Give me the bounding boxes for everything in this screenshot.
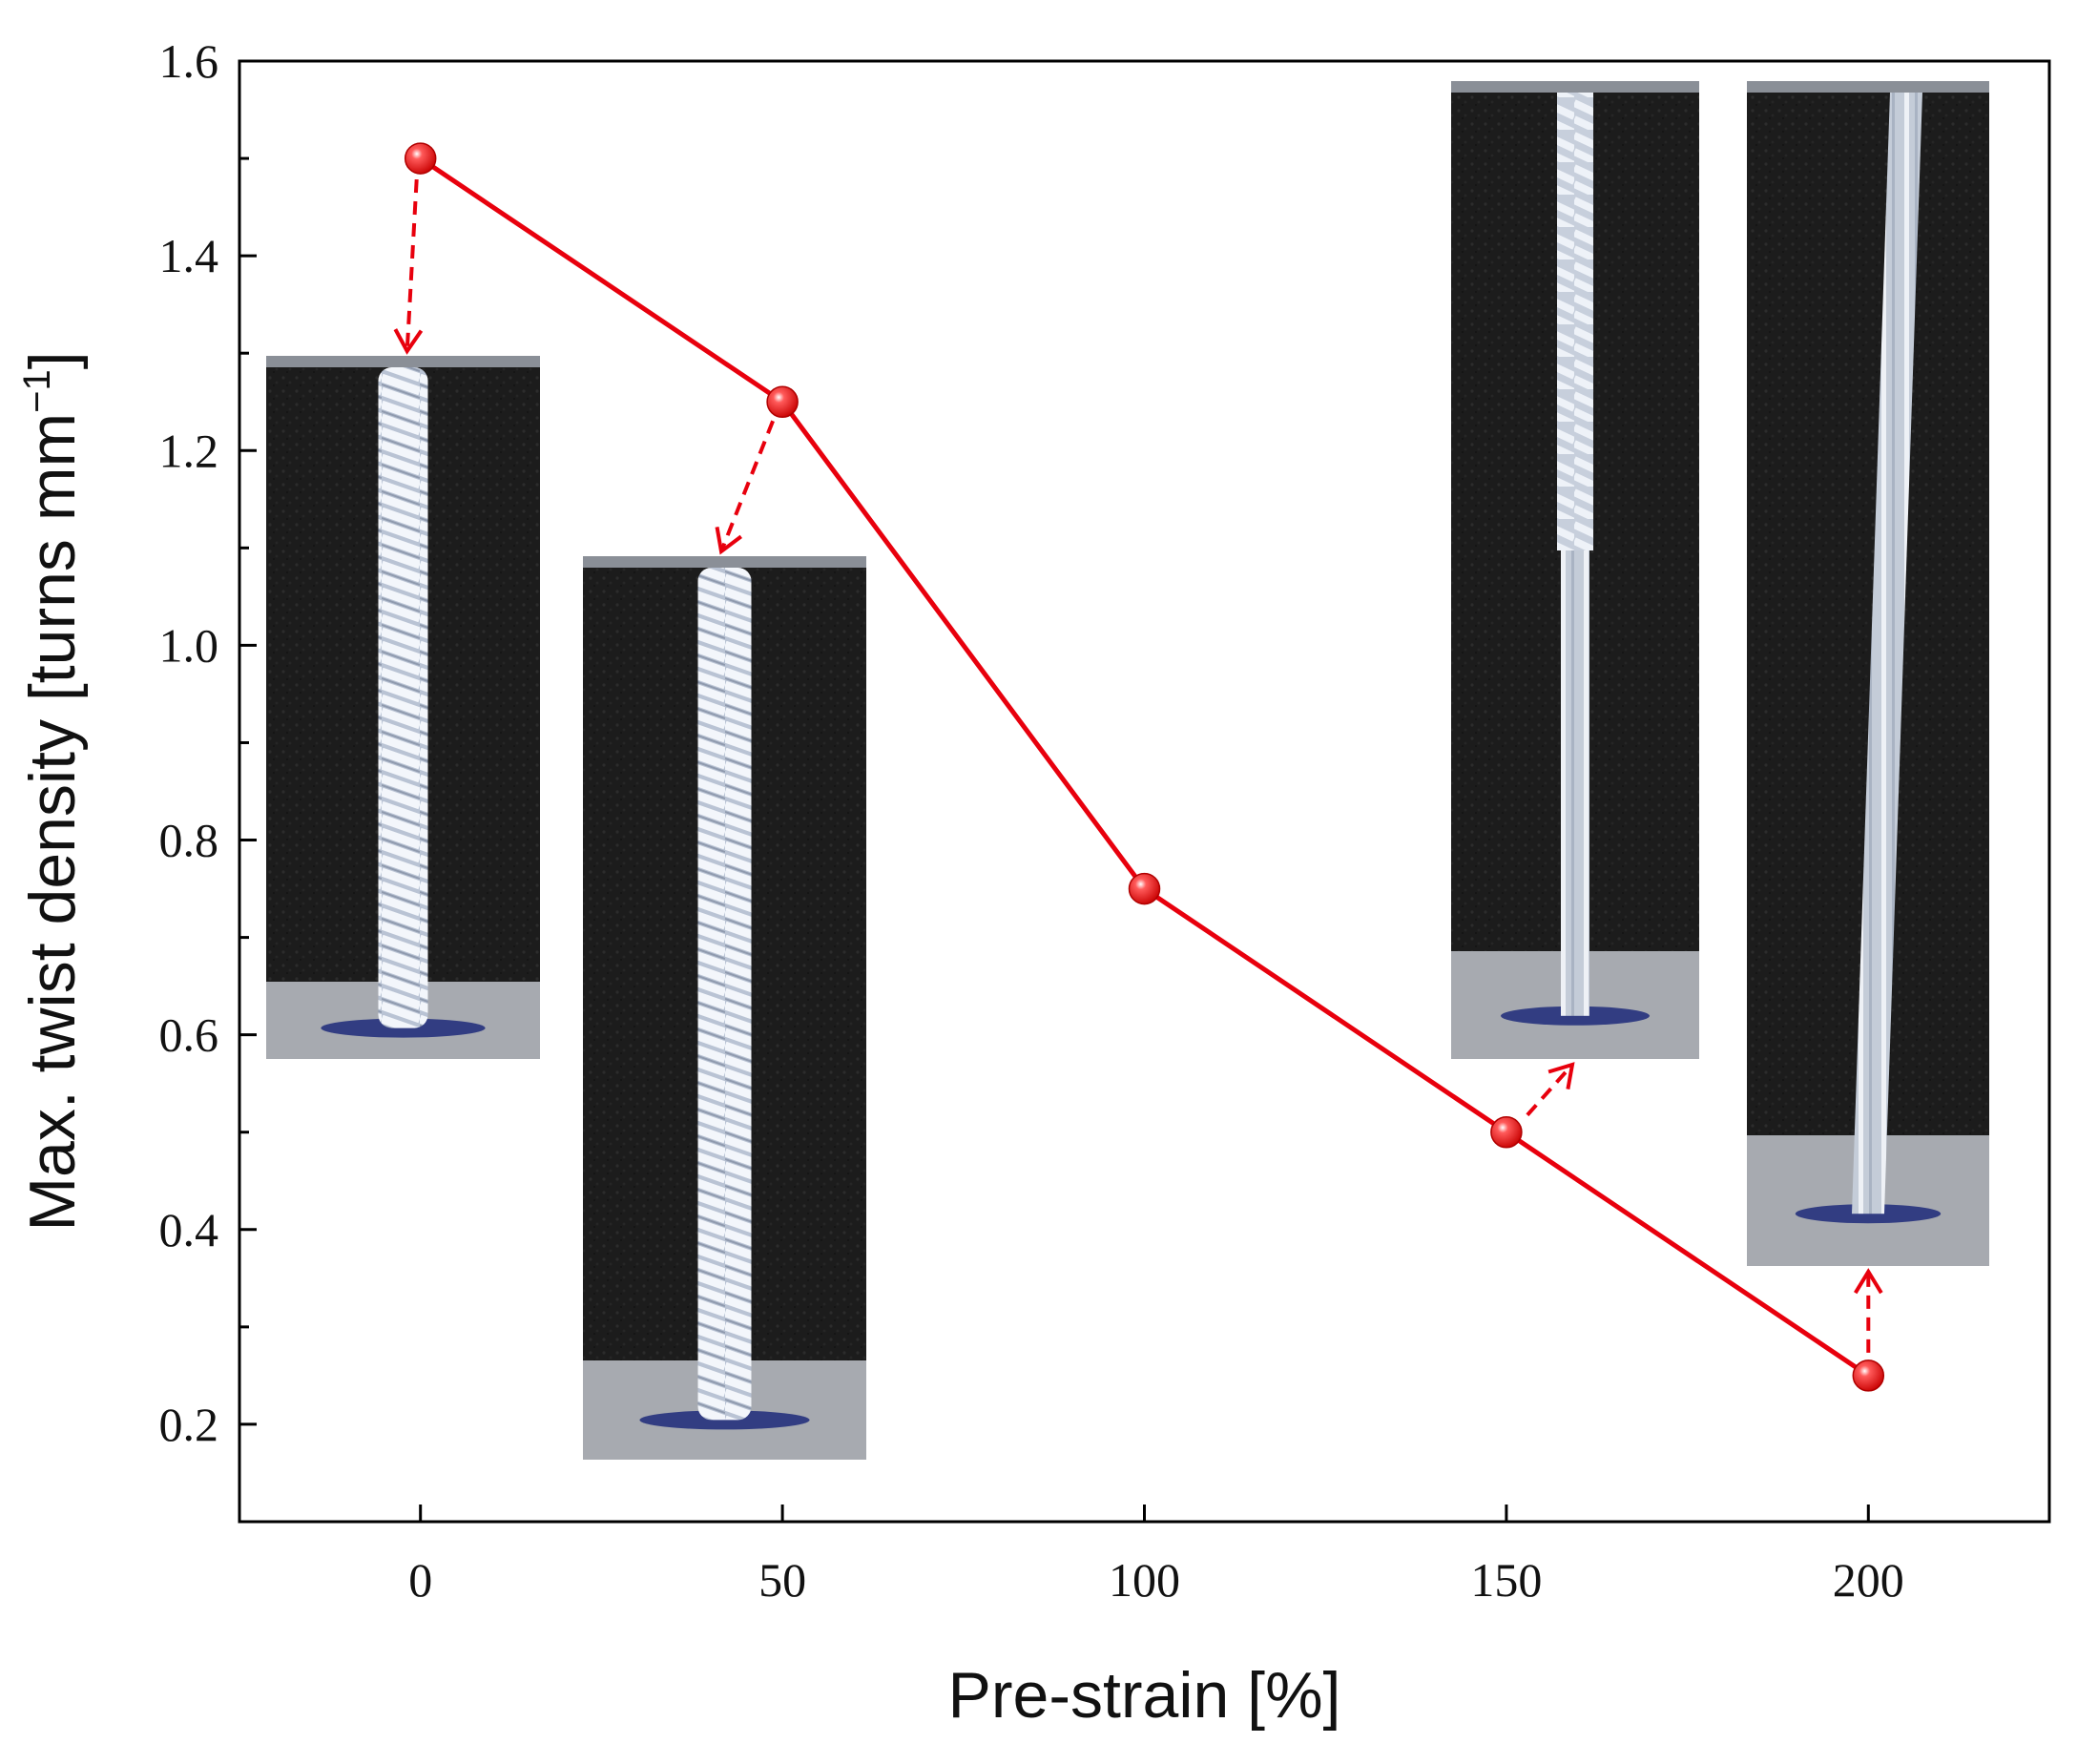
x-tick-label: 100 [1109,1553,1180,1607]
y-tick-label: 1.2 [159,424,219,477]
arrow-shaft [1526,1063,1574,1117]
inset-pointer-arrow [1526,1062,1575,1117]
inset-photo-0 [266,356,540,1059]
y-tick-label: 0.8 [159,814,219,867]
arrow-head [1547,1062,1575,1090]
inset-photo-150 [1451,81,1699,1059]
arrow-head [1854,1268,1883,1295]
inset-clamp [266,356,540,367]
x-tick-label: 50 [758,1553,806,1607]
inset-pointer-arrow [715,420,775,555]
inset-fiber [1852,93,1922,1214]
x-tick-label: 0 [408,1553,432,1607]
inset-photo-50 [583,556,866,1460]
inset-clamp [1451,81,1699,93]
arrow-shaft [405,178,419,352]
inset-fiber-straight [1561,550,1589,1016]
axis-labels: Pre-strain [%] Max. twist density [turns… [16,351,1340,1732]
x-axis-title: Pre-strain [%] [948,1659,1341,1732]
arrow-shaft [719,420,775,552]
inset-fiber [378,367,428,1028]
inset-fiber [697,568,752,1421]
y-tick-label: 1.0 [159,618,219,672]
x-tick-label: 200 [1833,1553,1904,1607]
data-point [404,142,437,175]
y-axis-title: Max. twist density [turns mm−1] [16,351,89,1231]
y-tick-label: 0.6 [159,1008,219,1062]
inset-pointer-arrow [393,178,424,355]
inset-fiber [1557,93,1593,550]
inset-photo-200 [1747,81,1989,1266]
arrow-head [393,328,424,355]
y-tick-label: 1.6 [159,34,219,88]
inset-clamp [1747,81,1989,93]
y-tick-label: 0.4 [159,1203,219,1256]
data-point [1852,1359,1885,1392]
data-marks [393,142,1885,1392]
y-tick-label: 0.2 [159,1398,219,1451]
inset-clamp [583,556,866,568]
y-axis-title-main: Max. twist density [turns mm [16,413,89,1232]
y-axis-title-end: ] [16,351,89,369]
data-point [766,385,799,418]
data-point [1128,872,1161,905]
y-axis-title-sup: −1 [16,369,58,413]
x-tick-label: 150 [1470,1553,1542,1607]
y-tick-label: 1.4 [159,229,219,282]
plot-frame: 0 50 100 150 200 0.2 0.4 0.6 0.8 1.0 1.2 1.4 1.6 [159,34,2051,1607]
data-point [1490,1115,1523,1149]
inset-photos [266,81,1989,1460]
arrow-head [715,527,742,555]
inset-pointer-arrow [1854,1268,1883,1353]
